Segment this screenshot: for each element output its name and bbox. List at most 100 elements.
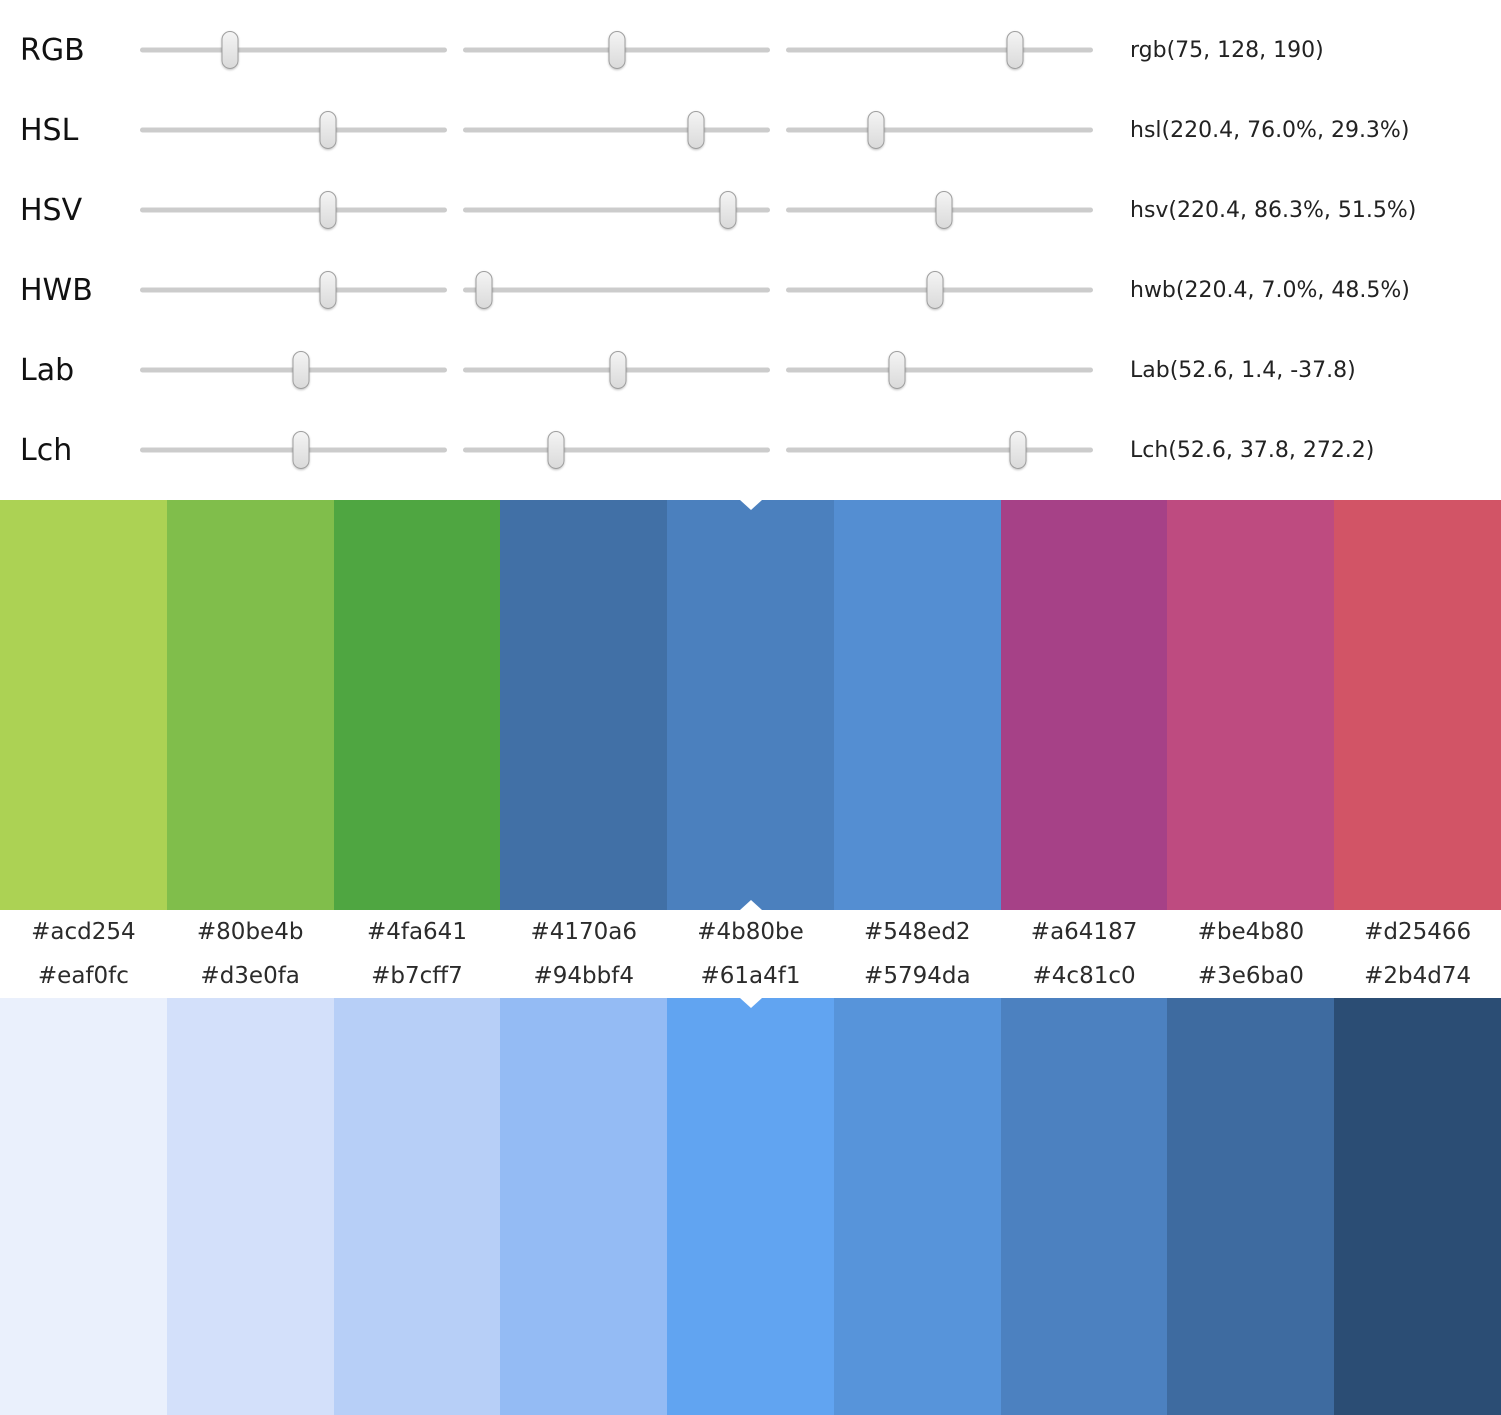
slider-track bbox=[786, 447, 1093, 453]
slider-thumb[interactable] bbox=[719, 191, 737, 229]
lab-slider-3[interactable] bbox=[786, 347, 1093, 393]
slider-row-lab: Lab Lab(52.6, 1.4, -37.8) bbox=[0, 330, 1501, 410]
palette-top-hex-labels: #acd254 #80be4b #4fa641 #4170a6 #4b80be … bbox=[0, 910, 1501, 954]
rgb-slider-1[interactable] bbox=[140, 27, 447, 73]
hex-label: #d3e0fa bbox=[200, 963, 300, 989]
palette-swatch[interactable] bbox=[833, 500, 1001, 910]
lch-slider-1[interactable] bbox=[140, 427, 447, 473]
slider-track bbox=[463, 127, 770, 133]
slider-track bbox=[786, 367, 1093, 373]
hwb-slider-2[interactable] bbox=[463, 267, 770, 313]
hex-label: #80be4b bbox=[196, 919, 304, 945]
slider-track bbox=[463, 447, 770, 453]
color-sliders-panel: RGB rgb(75, 128, 190) HSL hsl(220.4, bbox=[0, 0, 1501, 500]
palette-swatch[interactable] bbox=[1167, 998, 1335, 1415]
colorspace-label-hwb: HWB bbox=[20, 272, 93, 308]
palette-swatch[interactable] bbox=[1000, 500, 1168, 910]
hex-label: #acd254 bbox=[31, 919, 136, 945]
palette-swatch[interactable] bbox=[667, 998, 834, 1415]
hex-label: #61a4f1 bbox=[700, 963, 801, 989]
palette-swatch[interactable] bbox=[833, 998, 1001, 1415]
colorspace-label-hsv: HSV bbox=[20, 192, 83, 228]
slider-thumb[interactable] bbox=[935, 191, 953, 229]
slider-thumb[interactable] bbox=[319, 191, 337, 229]
palette-swatch[interactable] bbox=[1167, 500, 1335, 910]
slider-thumb[interactable] bbox=[547, 431, 565, 469]
hex-label: #548ed2 bbox=[864, 919, 971, 945]
slider-thumb[interactable] bbox=[292, 351, 310, 389]
palette-swatch[interactable] bbox=[0, 500, 167, 910]
rgb-slider-3[interactable] bbox=[786, 27, 1093, 73]
colorspace-label-hsl: HSL bbox=[20, 112, 79, 148]
palette-bottom bbox=[0, 998, 1501, 1415]
hex-label: #4b80be bbox=[697, 919, 804, 945]
slider-track bbox=[140, 127, 447, 133]
lch-value-text: Lch(52.6, 37.8, 272.2) bbox=[1130, 437, 1375, 463]
palette-swatch[interactable] bbox=[166, 998, 334, 1415]
colorspace-label-lab: Lab bbox=[20, 352, 75, 388]
hsv-slider-1[interactable] bbox=[140, 187, 447, 233]
slider-row-rgb: RGB rgb(75, 128, 190) bbox=[0, 10, 1501, 90]
palette-swatch[interactable] bbox=[333, 500, 501, 910]
hsv-slider-3[interactable] bbox=[786, 187, 1093, 233]
hex-label: #4170a6 bbox=[530, 919, 637, 945]
palette-swatch[interactable] bbox=[667, 500, 834, 910]
palette-swatch[interactable] bbox=[166, 500, 334, 910]
lch-slider-2[interactable] bbox=[463, 427, 770, 473]
palette-swatch[interactable] bbox=[1000, 998, 1168, 1415]
palette-swatch[interactable] bbox=[1334, 500, 1501, 910]
slider-track bbox=[786, 47, 1093, 53]
hsv-value-text: hsv(220.4, 86.3%, 51.5%) bbox=[1130, 197, 1417, 223]
slider-thumb[interactable] bbox=[867, 111, 885, 149]
lab-value-text: Lab(52.6, 1.4, -37.8) bbox=[1130, 357, 1356, 383]
slider-thumb[interactable] bbox=[292, 431, 310, 469]
slider-thumb[interactable] bbox=[319, 271, 337, 309]
rgb-slider-2[interactable] bbox=[463, 27, 770, 73]
slider-thumb[interactable] bbox=[221, 31, 239, 69]
slider-thumb[interactable] bbox=[608, 31, 626, 69]
hsl-value-text: hsl(220.4, 76.0%, 29.3%) bbox=[1130, 117, 1410, 143]
slider-track bbox=[140, 287, 447, 293]
hex-label: #2b4d74 bbox=[1364, 963, 1472, 989]
slider-row-lch: Lch Lch(52.6, 37.8, 272.2) bbox=[0, 410, 1501, 490]
palette-swatch[interactable] bbox=[500, 500, 668, 910]
slider-thumb[interactable] bbox=[888, 351, 906, 389]
slider-track bbox=[786, 127, 1093, 133]
rgb-value-text: rgb(75, 128, 190) bbox=[1130, 37, 1324, 63]
hex-label: #5794da bbox=[864, 963, 971, 989]
hsl-slider-3[interactable] bbox=[786, 107, 1093, 153]
lab-slider-2[interactable] bbox=[463, 347, 770, 393]
lab-slider-1[interactable] bbox=[140, 347, 447, 393]
hwb-slider-1[interactable] bbox=[140, 267, 447, 313]
slider-thumb[interactable] bbox=[475, 271, 493, 309]
slider-row-hsl: HSL hsl(220.4, 76.0%, 29.3%) bbox=[0, 90, 1501, 170]
hex-label: #eaf0fc bbox=[37, 963, 129, 989]
slider-thumb[interactable] bbox=[319, 111, 337, 149]
palette-swatch[interactable] bbox=[333, 998, 501, 1415]
hex-label: #4c81c0 bbox=[1032, 963, 1136, 989]
hex-label: #b7cff7 bbox=[371, 963, 463, 989]
slider-thumb[interactable] bbox=[1006, 31, 1024, 69]
lch-slider-3[interactable] bbox=[786, 427, 1093, 473]
slider-track bbox=[140, 207, 447, 213]
palette-bottom-hex-labels: #eaf0fc #d3e0fa #b7cff7 #94bbf4 #61a4f1 … bbox=[0, 954, 1501, 998]
colorspace-label-lch: Lch bbox=[20, 432, 73, 468]
slider-row-hwb: HWB hwb(220.4, 7.0%, 48.5%) bbox=[0, 250, 1501, 330]
hsl-slider-1[interactable] bbox=[140, 107, 447, 153]
hsl-slider-2[interactable] bbox=[463, 107, 770, 153]
hex-label: #3e6ba0 bbox=[1197, 963, 1304, 989]
slider-thumb[interactable] bbox=[926, 271, 944, 309]
palette-swatch[interactable] bbox=[500, 998, 668, 1415]
hex-label: #94bbf4 bbox=[533, 963, 634, 989]
slider-thumb[interactable] bbox=[609, 351, 627, 389]
slider-thumb[interactable] bbox=[1009, 431, 1027, 469]
palette-swatch[interactable] bbox=[0, 998, 167, 1415]
hex-label: #a64187 bbox=[1030, 919, 1138, 945]
palette-top bbox=[0, 500, 1501, 910]
hsv-slider-2[interactable] bbox=[463, 187, 770, 233]
slider-track bbox=[140, 47, 447, 53]
slider-thumb[interactable] bbox=[687, 111, 705, 149]
hex-label: #be4b80 bbox=[1197, 919, 1305, 945]
palette-swatch[interactable] bbox=[1334, 998, 1501, 1415]
hwb-slider-3[interactable] bbox=[786, 267, 1093, 313]
